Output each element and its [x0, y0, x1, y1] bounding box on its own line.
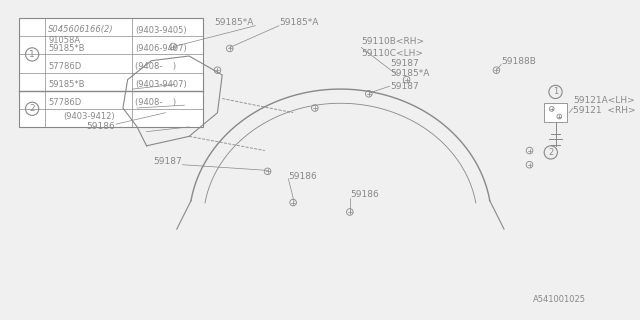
Text: (9408-    ): (9408- )	[135, 62, 177, 71]
Text: 59185*B: 59185*B	[48, 44, 84, 52]
Text: (9408-    ): (9408- )	[135, 98, 177, 107]
Text: 59188B: 59188B	[501, 57, 536, 66]
Text: A541001025: A541001025	[533, 295, 586, 304]
Text: 59121  <RH>: 59121 <RH>	[573, 106, 636, 115]
Text: 2: 2	[548, 148, 554, 157]
Text: 59185*B: 59185*B	[48, 80, 84, 89]
FancyBboxPatch shape	[544, 103, 567, 122]
Text: 91058A: 91058A	[48, 36, 81, 45]
Text: 1: 1	[553, 87, 558, 96]
Text: (9403-9412): (9403-9412)	[64, 112, 115, 121]
Text: 59186: 59186	[350, 190, 379, 199]
Text: (9403-9407): (9403-9407)	[135, 80, 187, 89]
Text: 57786D: 57786D	[48, 62, 81, 71]
Text: 59187: 59187	[390, 59, 419, 68]
Text: 1: 1	[29, 50, 35, 59]
Text: (9406-9407): (9406-9407)	[135, 44, 187, 52]
Text: 2: 2	[29, 104, 35, 113]
Text: 57786D: 57786D	[48, 98, 81, 107]
FancyBboxPatch shape	[19, 18, 204, 127]
Text: 59186: 59186	[289, 172, 317, 180]
Text: (9403-9405): (9403-9405)	[135, 26, 187, 35]
Text: 59185*A: 59185*A	[214, 18, 253, 28]
Text: 59121A<LH>: 59121A<LH>	[573, 96, 635, 105]
Text: 59187: 59187	[153, 157, 182, 166]
Text: 59187: 59187	[390, 82, 419, 91]
Text: 59185*A: 59185*A	[390, 69, 430, 78]
Text: 59185*A: 59185*A	[279, 18, 318, 28]
Text: 59110B<RH>: 59110B<RH>	[361, 37, 424, 46]
Text: 59186: 59186	[86, 123, 115, 132]
Text: S045606166(2): S045606166(2)	[48, 25, 114, 35]
Text: 59110C<LH>: 59110C<LH>	[361, 49, 423, 58]
